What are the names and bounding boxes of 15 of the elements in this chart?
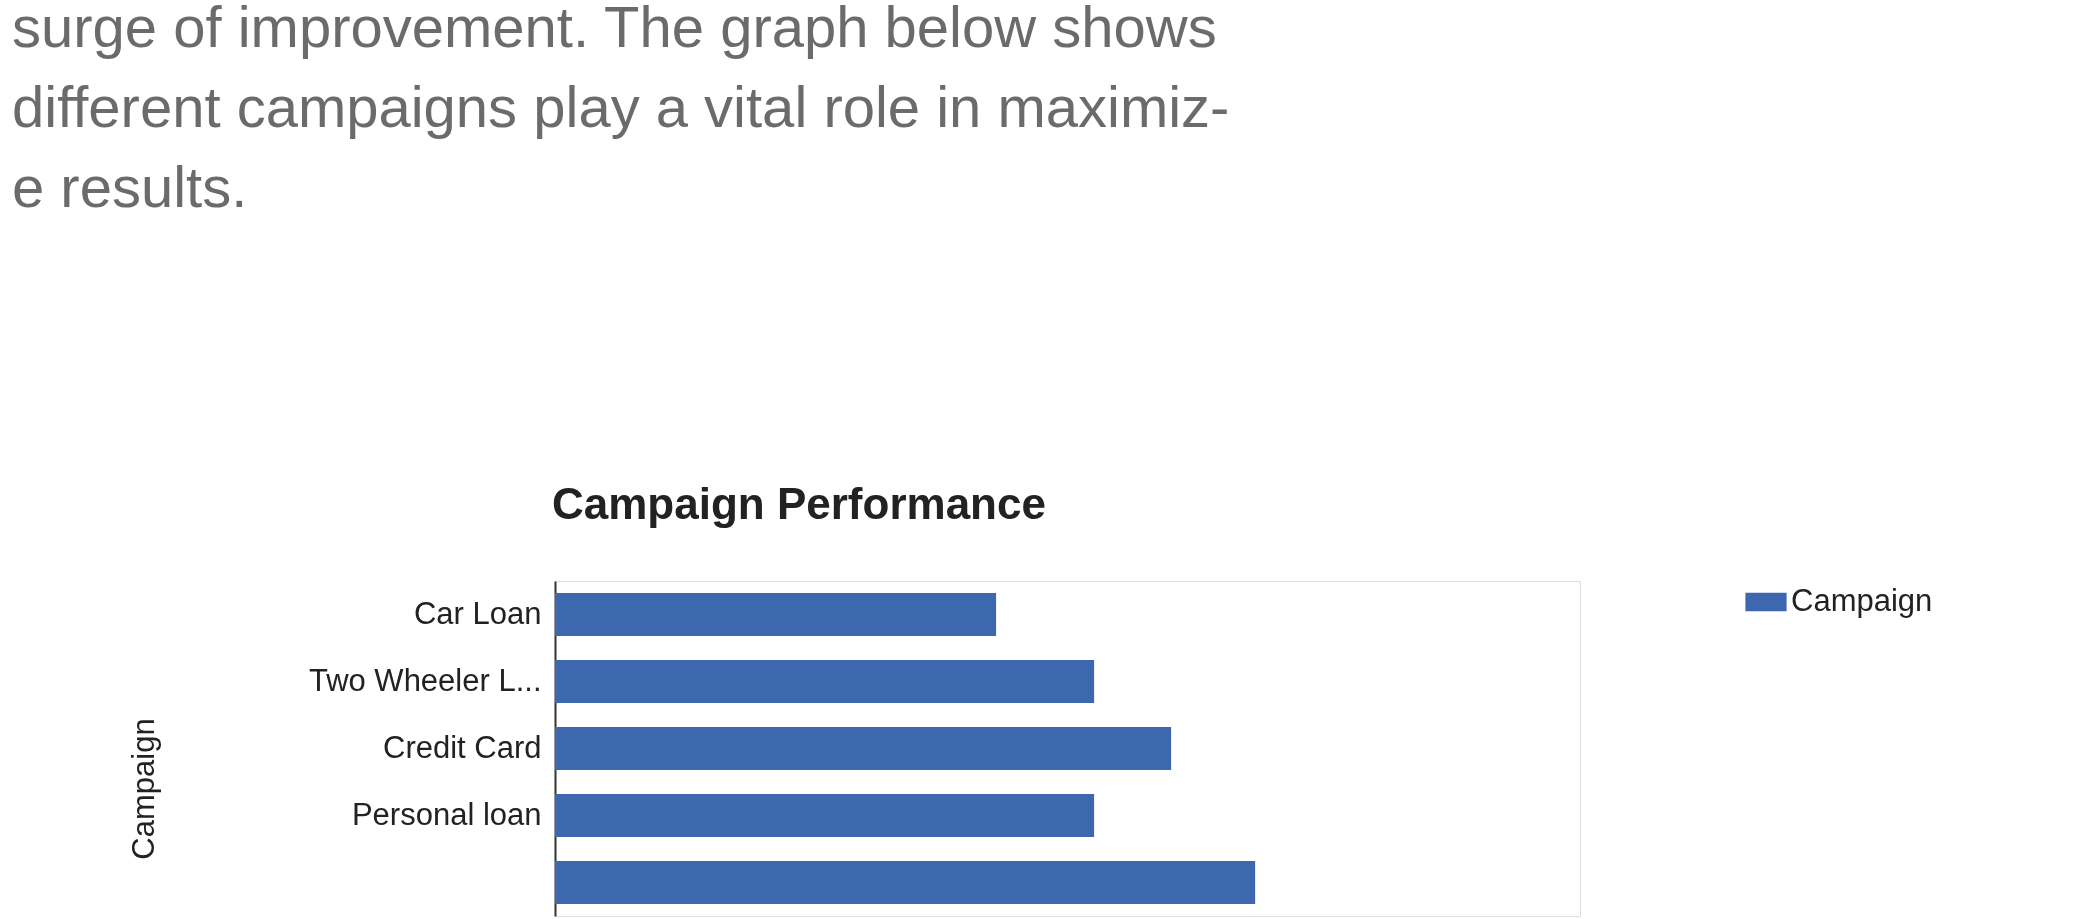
chart-title: Campaign Performance: [552, 479, 1046, 528]
bar: [555, 727, 1172, 770]
y-tick-label: Credit Card: [383, 729, 542, 765]
bar: [555, 593, 997, 636]
bar: [555, 861, 1256, 904]
bar: [555, 794, 1095, 837]
text: surge of improvement. The graph below shows: [12, 0, 1217, 59]
text: e results.: [12, 154, 248, 219]
y-axis-title: Campaign: [125, 718, 161, 860]
y-tick-label: Personal loan: [351, 796, 542, 832]
y-tick-label: Car Loan: [413, 595, 542, 631]
y-tick-label: Two Wheeler L...: [308, 662, 542, 698]
text: different campaigns play a vital role in maximiz-: [12, 74, 1230, 139]
bar: [555, 660, 1095, 703]
legend-label: Campaign: [1791, 583, 1933, 618]
